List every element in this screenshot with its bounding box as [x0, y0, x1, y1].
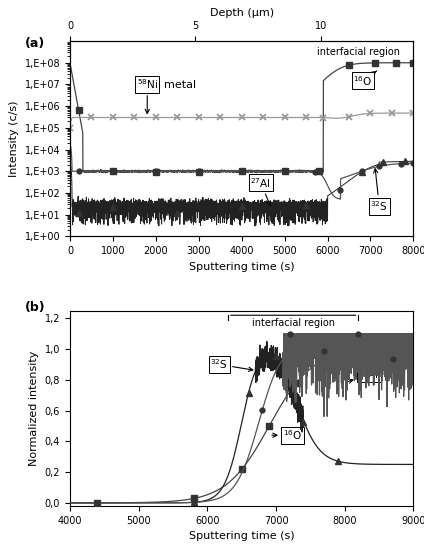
- Text: $^{32}$S: $^{32}$S: [210, 358, 253, 371]
- X-axis label: Depth (μm): Depth (μm): [209, 8, 274, 18]
- Text: $^{27}$Al: $^{27}$Al: [347, 367, 379, 383]
- Text: (b): (b): [25, 301, 46, 314]
- Text: $^{16}$O: $^{16}$O: [353, 71, 377, 88]
- Text: $^{32}$S: $^{32}$S: [371, 168, 388, 213]
- Text: metal: metal: [164, 80, 196, 90]
- X-axis label: Sputtering time (s): Sputtering time (s): [189, 261, 295, 272]
- Y-axis label: Intensity (c/s): Intensity (c/s): [9, 101, 19, 177]
- Text: (a): (a): [25, 37, 45, 50]
- Text: $^{27}$Al: $^{27}$Al: [250, 176, 271, 206]
- Text: interfacial region: interfacial region: [252, 318, 335, 328]
- X-axis label: Sputtering time (s): Sputtering time (s): [189, 531, 295, 541]
- Text: $^{58}$Ni: $^{58}$Ni: [137, 77, 158, 113]
- Text: interfacial region: interfacial region: [317, 47, 400, 57]
- Y-axis label: Normalized intensity: Normalized intensity: [29, 351, 39, 466]
- Text: $^{16}$O: $^{16}$O: [272, 428, 302, 442]
